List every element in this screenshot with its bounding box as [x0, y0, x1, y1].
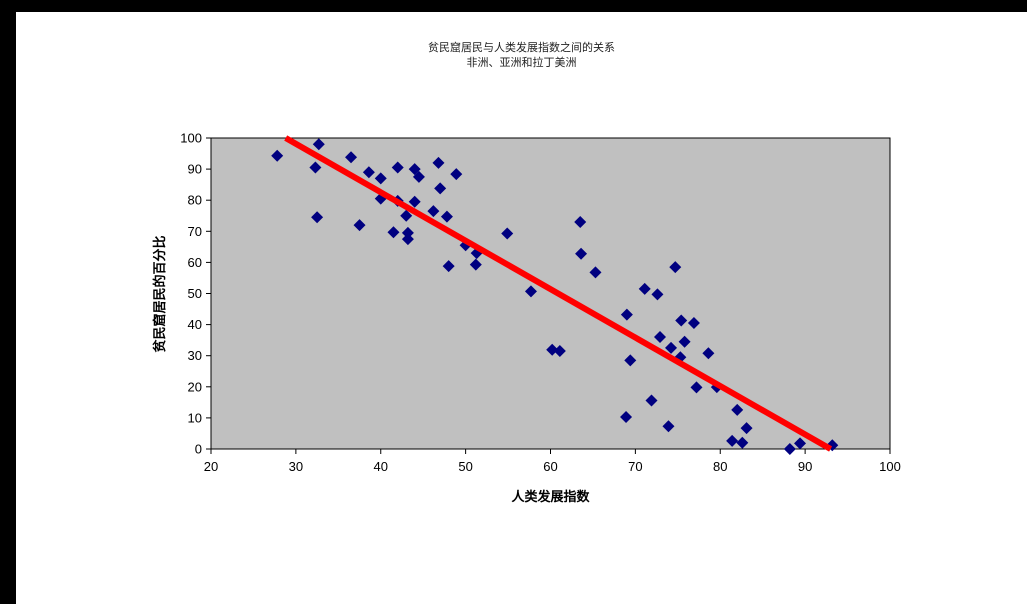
- data-point-diamond: [309, 161, 322, 174]
- x-tick-label: 70: [628, 459, 642, 474]
- x-axis: 20 30 40 50 60 70 80 90 100: [204, 449, 901, 474]
- data-point-diamond: [574, 215, 587, 228]
- y-tick-label: 0: [195, 442, 202, 457]
- data-point-diamond: [412, 170, 425, 183]
- data-points: [271, 138, 839, 455]
- y-tick-label: 90: [188, 162, 202, 177]
- x-tick-label: 100: [879, 459, 901, 474]
- data-point-diamond: [524, 285, 537, 298]
- data-point-diamond: [662, 420, 675, 433]
- data-point-diamond: [408, 163, 421, 176]
- y-tick-label: 30: [188, 348, 202, 363]
- data-point-diamond: [401, 226, 414, 239]
- data-point-diamond: [669, 261, 682, 274]
- x-tick-label: 20: [204, 459, 218, 474]
- data-point-diamond: [589, 266, 602, 279]
- data-point-diamond: [312, 138, 325, 151]
- data-point-diamond: [653, 331, 666, 344]
- chart-subtitle: 非洲、亚洲和拉丁美洲: [466, 56, 577, 69]
- data-point-diamond: [546, 343, 559, 356]
- data-point-diamond: [401, 233, 414, 246]
- x-tick-label: 50: [458, 459, 472, 474]
- data-point-diamond: [726, 434, 739, 447]
- trendline: [284, 135, 833, 452]
- y-axis-title: 贫民窟居民的百分比: [152, 235, 168, 352]
- data-point-diamond: [702, 347, 715, 360]
- data-point-diamond: [783, 443, 796, 455]
- data-point-diamond: [374, 172, 387, 185]
- data-point-diamond: [408, 195, 421, 208]
- data-point-diamond: [645, 394, 658, 407]
- data-point-diamond: [638, 282, 651, 295]
- data-point-diamond: [432, 156, 445, 169]
- data-point-diamond: [740, 422, 753, 435]
- data-point-diamond: [624, 354, 637, 367]
- data-point-diamond: [362, 166, 375, 179]
- chart-title: 贫民窟居民与人类发展指数之间的关系: [428, 41, 615, 54]
- y-tick-label: 100: [180, 131, 202, 146]
- data-point-diamond: [387, 226, 400, 239]
- data-point-diamond: [575, 247, 588, 260]
- chart-titles: 贫民窟居民与人类发展指数之间的关系 非洲、亚洲和拉丁美洲: [16, 40, 1027, 70]
- data-point-diamond: [553, 345, 566, 358]
- data-point-diamond: [665, 341, 678, 354]
- data-point-diamond: [794, 437, 807, 450]
- data-point-diamond: [469, 258, 482, 271]
- plot-area: [210, 137, 891, 450]
- y-axis: 0 10 20 30 40 50 60 70 80 90 100: [180, 131, 211, 457]
- x-tick-label: 30: [289, 459, 303, 474]
- data-point-diamond: [736, 436, 749, 449]
- data-point-diamond: [620, 308, 633, 321]
- data-point-diamond: [311, 211, 324, 224]
- y-tick-label: 50: [188, 286, 202, 301]
- y-tick-label: 40: [188, 317, 202, 332]
- scatter-chart: 0 10 20 30 40 50 60 70 80 90 100 20 30 40 50 60 70 80 90 1…: [152, 131, 901, 506]
- data-point-diamond: [434, 182, 447, 195]
- x-axis-title: 人类发展指数: [511, 489, 590, 505]
- trendline-group: [284, 135, 833, 452]
- y-tick-label: 60: [188, 255, 202, 270]
- chart-frame: 贫民窟居民与人类发展指数之间的关系 非洲、亚洲和拉丁美洲 0 10 20 30 40 50…: [16, 12, 1027, 604]
- x-tick-label: 80: [713, 459, 727, 474]
- data-point-diamond: [271, 149, 284, 162]
- data-point-diamond: [450, 168, 463, 181]
- data-point-diamond: [687, 317, 700, 330]
- x-tick-label: 40: [374, 459, 388, 474]
- data-point-diamond: [442, 260, 455, 273]
- data-point-diamond: [690, 381, 703, 394]
- data-point-diamond: [353, 219, 366, 232]
- y-tick-label: 10: [188, 410, 202, 425]
- x-tick-label: 60: [543, 459, 557, 474]
- data-point-diamond: [440, 210, 453, 223]
- y-tick-label: 20: [188, 379, 202, 394]
- y-tick-label: 70: [188, 224, 202, 239]
- data-point-diamond: [501, 227, 514, 240]
- data-point-diamond: [400, 209, 413, 222]
- data-point-diamond: [731, 403, 744, 416]
- data-point-diamond: [675, 314, 688, 327]
- y-tick-label: 80: [188, 193, 202, 208]
- x-tick-label: 90: [798, 459, 812, 474]
- data-point-diamond: [345, 151, 358, 164]
- data-point-diamond: [427, 205, 440, 218]
- data-point-diamond: [391, 161, 404, 174]
- data-point-diamond: [620, 410, 633, 423]
- data-point-diamond: [678, 335, 691, 348]
- data-point-diamond: [651, 288, 664, 301]
